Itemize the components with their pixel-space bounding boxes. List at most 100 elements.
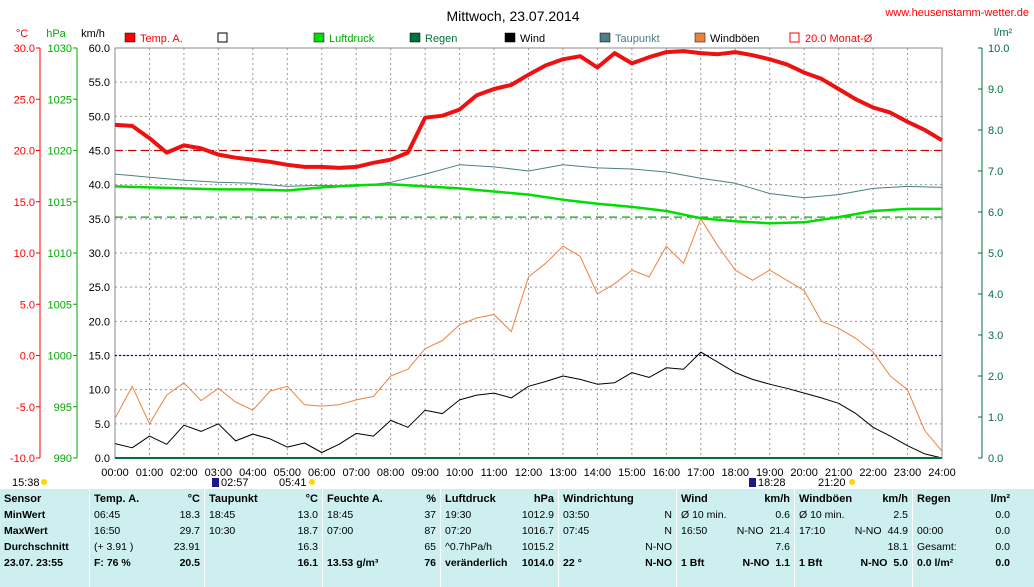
rain-tick-label: 10.0 [988, 43, 1009, 55]
x-tick-label: 05:00 [274, 467, 302, 479]
temp-tick-label: -10.0 [10, 453, 35, 465]
sun-mark-label: 05:41 [279, 477, 307, 488]
wind-line [114, 351, 943, 459]
x-tick-label: 14:00 [584, 467, 612, 479]
temp-unit-label: °C [16, 28, 28, 40]
temp-tick-label: 5.0 [20, 299, 35, 311]
gust-cell-dir: N-NO [860, 557, 888, 569]
sensor-head: Sensor [4, 493, 42, 505]
press-row: ^0.7hPa/h 1015.2 [445, 539, 554, 555]
temp-head-label: Temp. A. [94, 493, 140, 505]
hum-head-unit: % [426, 493, 436, 505]
x-tick-label: 18:00 [721, 467, 749, 479]
legend-swatch [504, 32, 516, 43]
legend-label: Taupunkt [615, 33, 660, 45]
rain-cell-label: 0.0 l/m² [917, 557, 954, 569]
dew-cell-value: 18.7 [297, 525, 318, 537]
gust-head-unit: km/h [882, 493, 908, 505]
rain-cell-value: 0.0 [995, 541, 1010, 553]
wind-cell-value: 0.6 [775, 509, 790, 521]
rain-tick-label: 4.0 [988, 289, 1003, 301]
pressure-tick-label: 1025 [48, 94, 72, 106]
press-cell-label: ^0.7hPa/h [445, 541, 492, 553]
rain-cell-value: 0.0 [995, 557, 1010, 569]
wind-tick-label: 25.0 [89, 282, 110, 294]
sensor-avg: Durchschnitt [4, 541, 69, 553]
dew-cell-value: 16.3 [297, 541, 318, 553]
pressure-tick-label: 1000 [48, 351, 72, 363]
chart-title: Mittwoch, 23.07.2014 [446, 8, 579, 24]
wind-head-label: Wind [681, 493, 708, 505]
sun-icon [849, 479, 855, 485]
website-label: www.heusenstamm-wetter.de [884, 7, 1029, 19]
dir-head-label: Windrichtung [563, 493, 634, 505]
rain-tick-label: 6.0 [988, 207, 1003, 219]
press-row: veränderlich 1014.0 [445, 555, 554, 571]
wind-tick-label: 50.0 [89, 111, 110, 123]
moon-icon [749, 478, 756, 487]
rain-tick-label: 3.0 [988, 330, 1003, 342]
wind-unit-label: km/h [81, 28, 105, 40]
temp-tick-label: 30.0 [14, 43, 35, 55]
temp-head: Temp. A. °C [94, 489, 200, 507]
pressure-tick-label: 1030 [48, 43, 72, 55]
temp-row: 06:45 18.3 [94, 507, 200, 523]
hum-row: 65 [327, 539, 436, 555]
x-tick-label: 09:00 [411, 467, 439, 479]
press-cell-label: veränderlich [445, 557, 508, 569]
temp-cell-value: 23.91 [173, 541, 200, 553]
dir-row: 22 ° N-NO [563, 555, 672, 571]
press-head-unit: hPa [533, 493, 554, 505]
legend-swatch [694, 32, 706, 43]
legend-label: 20.0 Monat-Ø [805, 33, 873, 45]
hum-head: Feuchte A.% [327, 489, 436, 507]
legend-swatch [124, 32, 136, 43]
wind-head: Wind km/h [681, 489, 790, 507]
wind-tick-label: 35.0 [89, 214, 110, 226]
press-cell-label: 07:20 [445, 525, 472, 537]
col-press: Luftdruck hPa 19:30 1012.9 07:20 1016.7 ^0.7hP… [441, 489, 559, 587]
legend-label: Wind [520, 33, 545, 45]
rain-tick-label: 7.0 [988, 166, 1003, 178]
temp-cell-label: (+ 3.91 ) [94, 541, 134, 553]
dir-cell-label: 03:50 [563, 509, 590, 521]
temp-cell-label: 06:45 [94, 509, 121, 521]
rain-row: 00:00 0.0 [917, 523, 1010, 539]
rain-cell-value: 0.0 [995, 525, 1010, 537]
gust-row: 17:10 N-NO 44.9 [799, 523, 908, 539]
rain-row: 0.0 [917, 507, 1010, 523]
x-tick-label: 10:00 [446, 467, 474, 479]
legend-label: Regen [425, 33, 457, 45]
temp-cell-value: 29.7 [179, 525, 200, 537]
wind-cell-value: 21.4 [769, 525, 790, 537]
x-tick-label: 15:00 [618, 467, 646, 479]
gust-cell-time: Ø 10 min. [799, 509, 845, 521]
dew-row: 18:45 13.0 [209, 507, 318, 523]
wind-tick-label: 15.0 [89, 351, 110, 363]
x-tick-label: 08:00 [377, 467, 405, 479]
legend-swatch [217, 32, 228, 43]
wind-cell-dir: N-NO [736, 525, 764, 537]
temp-row: (+ 3.91 ) 23.91 [94, 539, 200, 555]
sensor-min: MinWert [4, 509, 46, 521]
gust-cell-dir [845, 507, 894, 523]
dir-cell-value: N-NO [645, 557, 672, 569]
rain-tick-label: 8.0 [988, 125, 1003, 137]
x-tick-label: 11:00 [481, 467, 508, 479]
x-tick-label: 19:00 [756, 467, 784, 479]
rain-row: 0.0 l/m² 0.0 [917, 555, 1010, 571]
temp-head-unit: °C [187, 493, 200, 505]
wind-tick-label: 40.0 [89, 180, 110, 192]
temp-tick-label: 25.0 [14, 94, 35, 106]
wind-tick-label: 10.0 [89, 385, 110, 397]
x-tick-label: 23:00 [894, 467, 922, 479]
gust-row: 18.1 [799, 539, 908, 555]
wind-cell-time: 16:50 [681, 525, 708, 537]
gust-cell-time: 17:10 [799, 525, 826, 537]
hum-head-label: Feuchte A. [327, 493, 383, 505]
press-head-label: Luftdruck [445, 493, 496, 505]
dir-cell-value: N [664, 525, 672, 537]
sun-icon [309, 479, 315, 485]
gust-row: 1 Bft N-NO 5.0 [799, 555, 908, 571]
rain-row: Gesamt: 0.0 [917, 539, 1010, 555]
